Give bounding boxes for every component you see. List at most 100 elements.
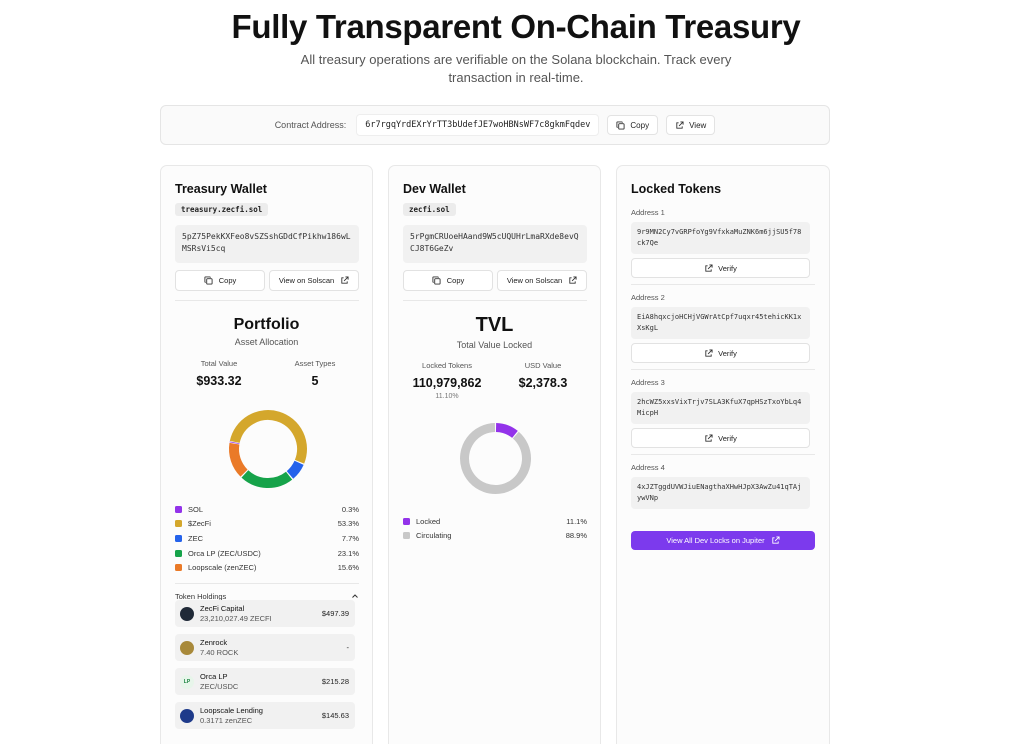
legend-pct: 7.7% — [341, 533, 359, 543]
holding-row[interactable]: Loopscale Lending 0.3171 zenZEC $145.63 — [175, 702, 355, 729]
dev-solscan-button[interactable]: View on Solscan — [497, 270, 587, 291]
holding-value: - — [346, 643, 350, 652]
external-link-icon — [771, 536, 780, 544]
legend-swatch — [403, 532, 410, 540]
tvl-donut-chart — [460, 423, 531, 494]
locked-tokens-card: Locked Tokens Address 1 9r9MN2Cy7vGRPfoY… — [616, 165, 830, 744]
legend-item: $ZecFi 53.3% — [175, 517, 359, 532]
legend-pct: 15.6% — [337, 563, 359, 573]
legend-label: Circulating — [416, 531, 452, 541]
lock-address-label: Address 3 — [631, 378, 665, 387]
donut-slice-loopscale-zenzec[interactable] — [229, 442, 248, 477]
contract-view-button[interactable]: View — [666, 115, 716, 135]
donut-slice-circulating[interactable] — [460, 423, 531, 494]
chevron-up-icon — [352, 594, 358, 598]
treasury-copy-button[interactable]: Copy — [175, 270, 265, 291]
copy-icon — [616, 120, 625, 130]
holding-name: Loopscale Lending — [200, 706, 263, 715]
total-value-stat: Total Value $933.32 — [173, 359, 265, 388]
usd-value-stat: USD Value $2,378.3 — [497, 361, 589, 390]
usd-value-value: $2,378.3 — [518, 376, 568, 390]
asset-types-stat: Asset Types 5 — [269, 359, 361, 388]
donut-slice-locked[interactable] — [495, 423, 518, 439]
portfolio-legend: SOL 0.3% $ZecFi 53.3% ZEC 7.7% Orca LP (ZEC… — [175, 502, 359, 575]
dev-domain-badge: zecfi.sol — [403, 203, 456, 216]
tvl-title: TVL — [475, 314, 514, 336]
usd-value-label: USD Value — [524, 361, 562, 370]
legend-label: SOL — [188, 504, 204, 514]
token-holdings-toggle[interactable]: Token Holdings — [175, 592, 359, 601]
holding-row[interactable]: Zenrock 7.40 ROCK - — [175, 634, 355, 661]
contract-copy-label: Copy — [630, 120, 650, 130]
copy-icon — [432, 276, 441, 285]
donut-slice-zec[interactable] — [286, 460, 304, 479]
lock-address-value: 4xJZTggdUVWJiuENagthaXHwHJpX3AwZu41qTAjy… — [631, 477, 810, 509]
orca-lp-icon: LP — [180, 674, 194, 689]
external-link-icon — [705, 433, 713, 442]
holding-row[interactable]: LP Orca LP ZEC/USDC $215.28 — [175, 668, 355, 695]
total-value-label: Total Value — [200, 359, 238, 368]
legend-item: Circulating 88.9% — [403, 529, 587, 544]
dev-solscan-label: View on Solscan — [506, 276, 563, 285]
legend-label: Loopscale (zenZEC) — [188, 563, 257, 573]
portfolio-donut-chart — [229, 410, 307, 488]
external-link-icon — [676, 120, 684, 129]
lock-address-label: Address 1 — [631, 208, 665, 217]
donut-slice-zecfi[interactable] — [229, 410, 307, 464]
legend-pct: 53.3% — [337, 519, 359, 529]
treasury-solscan-button[interactable]: View on Solscan — [269, 270, 359, 291]
locked-tokens-label: Locked Tokens — [422, 361, 472, 370]
lock-address-label: Address 4 — [631, 463, 665, 472]
contract-copy-button[interactable]: Copy — [607, 115, 659, 135]
locked-tokens-value: 110,979,862 — [412, 376, 482, 390]
external-link-icon — [569, 276, 577, 284]
tvl-legend: Locked 11.1% Circulating 88.9% — [403, 514, 587, 543]
lock-address-value: 9r9MN2Cy7vGRPfoYg9VfxkaMuZNK6m6jjSU5f78c… — [631, 222, 810, 254]
lock-address-label: Address 2 — [631, 293, 665, 302]
view-jupiter-locks-button[interactable]: View All Dev Locks on Jupiter — [631, 531, 815, 550]
contract-view-label: View — [689, 120, 707, 130]
legend-item: Locked 11.1% — [403, 514, 587, 529]
dev-copy-button[interactable]: Copy — [403, 270, 493, 291]
legend-label: ZEC — [188, 533, 203, 543]
treasury-wallet-title: Treasury Wallet — [175, 182, 267, 196]
jupiter-button-label: View All Dev Locks on Jupiter — [666, 536, 765, 545]
verify-label: Verify — [718, 263, 737, 273]
locked-tokens-title: Locked Tokens — [631, 182, 722, 196]
verify-button[interactable]: Verify — [631, 258, 810, 278]
verify-label: Verify — [718, 348, 737, 358]
verify-button[interactable]: Verify — [631, 428, 810, 448]
page-subtitle: All treasury operations are verifiable o… — [300, 52, 732, 85]
legend-pct: 11.1% — [566, 516, 587, 526]
loopscale-icon — [180, 708, 194, 723]
dev-copy-label: Copy — [446, 276, 465, 285]
holding-row[interactable]: ZecFi Capital 23,210,027.49 ZECFI $497.39 — [175, 600, 355, 627]
legend-swatch — [403, 517, 410, 525]
legend-item: ZEC 7.7% — [175, 531, 359, 546]
holding-value: $215.28 — [321, 677, 349, 686]
divider — [175, 300, 359, 301]
legend-swatch — [175, 564, 182, 572]
holding-amount: ZEC/USDC — [200, 681, 239, 691]
legend-swatch — [175, 520, 182, 528]
legend-swatch — [175, 505, 182, 513]
dev-wallet-title: Dev Wallet — [403, 182, 466, 196]
donut-slice-orca-lp-zec-usdc[interactable] — [241, 470, 293, 488]
legend-label: $ZecFi — [188, 519, 211, 529]
portfolio-subtitle: Asset Allocation — [234, 337, 299, 347]
treasury-solscan-label: View on Solscan — [278, 276, 335, 285]
legend-label: Locked — [416, 516, 441, 526]
legend-item: Loopscale (zenZEC) 15.6% — [175, 560, 359, 575]
zecfi-icon — [180, 606, 194, 621]
holding-amount: 0.3171 zenZEC — [200, 715, 253, 725]
verify-button[interactable]: Verify — [631, 343, 810, 363]
contract-address-label: Contract Address: — [274, 120, 347, 130]
contract-address-value: 6r7rgqYrdEXrYrTT3bUdefJE7woHBNsWF7c8gkmF… — [356, 114, 600, 136]
divider — [175, 583, 359, 584]
external-link-icon — [341, 276, 349, 284]
holding-amount: 23,210,027.49 ZECFI — [200, 613, 272, 623]
legend-swatch — [175, 534, 182, 542]
legend-swatch — [175, 549, 182, 557]
holding-value: $145.63 — [321, 711, 349, 720]
legend-pct: 88.9% — [565, 531, 587, 541]
